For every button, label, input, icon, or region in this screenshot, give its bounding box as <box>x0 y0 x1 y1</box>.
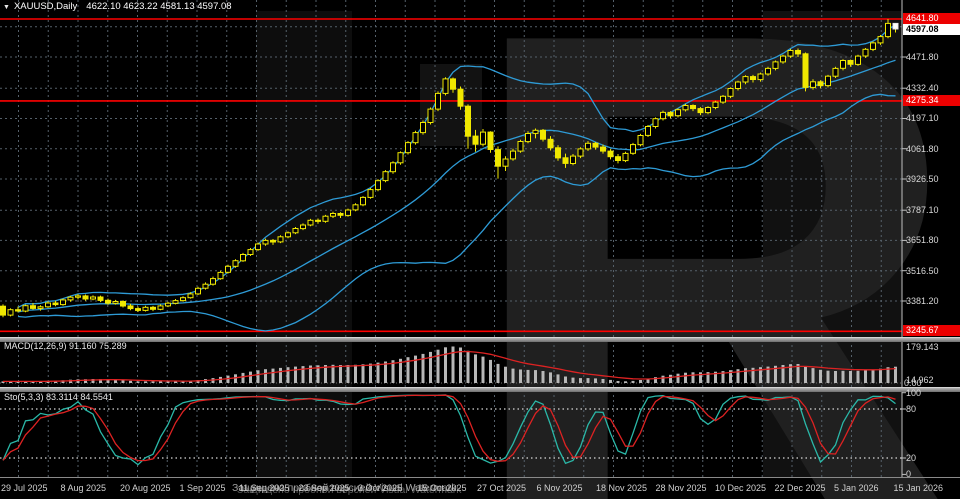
time-axis-label: 22 Dec 2025 <box>774 483 826 493</box>
time-axis-label: 5 Jan 2026 <box>834 483 879 493</box>
macd-scale-min-label: 14.962 <box>906 375 934 385</box>
time-axis-label: 23 Sep 2025 <box>298 483 350 493</box>
svg-text:R: R <box>460 0 960 499</box>
time-axis-label: 29 Jul 2025 <box>1 483 48 493</box>
time-axis-label: 28 Nov 2025 <box>655 483 707 493</box>
ohlc-readout: 4622.10 4623.22 4581.13 4597.08 <box>86 1 232 12</box>
price-level-label: 3245.67 <box>903 325 960 337</box>
current-price-label: 4597.08 <box>903 23 960 35</box>
price-axis-label: 3787.10 <box>906 205 939 216</box>
time-axis-label: 8 Aug 2025 <box>60 483 107 493</box>
sto-scale-label: 0 <box>906 469 912 480</box>
macd-scale-max-label: 179.143 <box>906 342 939 352</box>
symbol-dropdown-icon[interactable]: ▼ <box>3 4 10 11</box>
time-axis-label: 1 Sep 2025 <box>179 483 226 493</box>
time-axis-label: 15 Oct 2025 <box>417 483 467 493</box>
time-axis-label: 20 Aug 2025 <box>120 483 171 493</box>
price-axis-label: 3381.20 <box>906 295 939 306</box>
watermark-text-layer1: Защищено пробной версией Visual Watermar… <box>232 482 457 494</box>
time-axis-label: 27 Oct 2025 <box>477 483 527 493</box>
macd-indicator-label: MACD(12,26,9) 91.160 75.289 <box>4 341 127 351</box>
price-axis-label: 4471.80 <box>906 52 939 62</box>
sto-scale-label: 20 <box>906 453 917 464</box>
watermark-bottom-text: Защищено пробной версией Visual Watermar… <box>232 482 732 497</box>
pane-separator-sto[interactable] <box>0 387 960 392</box>
time-axis-label: 18 Nov 2025 <box>596 483 648 493</box>
price-axis-label: 4332.40 <box>906 83 939 94</box>
price-axis-label: 3651.80 <box>906 235 939 246</box>
symbol-period-label: XAUUSD,Daily <box>13 1 78 12</box>
pane-separator-macd[interactable] <box>0 337 960 342</box>
time-axis-label: 11 Sep 2025 <box>239 483 290 493</box>
price-axis-label: 3926.50 <box>906 173 939 184</box>
time-axis-label: 6 Nov 2025 <box>536 483 583 493</box>
price-axis-label: 4197.10 <box>906 113 939 124</box>
chart-title: ▼ XAUUSD,Daily 4622.10 4623.22 4581.13 459… <box>3 1 232 12</box>
macd-scale-zero-label: 0.00 <box>904 378 922 388</box>
time-axis-label: 3 Oct 2025 <box>358 483 403 493</box>
price-level-label: 4275.34 <box>903 94 960 106</box>
watermark-text-layer2: Защищено пробной версией Visual Watermar… <box>237 484 462 496</box>
time-axis-label: 10 Dec 2025 <box>715 483 767 493</box>
sto-scale-label: 100 <box>906 387 922 398</box>
time-axis-label: 15 Jan 2026 <box>893 483 944 493</box>
price-axis-label: 3516.50 <box>906 265 939 276</box>
sto-scale-label: 80 <box>906 404 917 415</box>
sto-indicator-label: Sto(5,3,3) 83.3114 84.5541 <box>4 392 113 402</box>
price-axis-label: 4061.80 <box>906 143 939 154</box>
price-level-label: 4641.80 <box>903 12 960 24</box>
time-axis-line <box>0 477 960 478</box>
